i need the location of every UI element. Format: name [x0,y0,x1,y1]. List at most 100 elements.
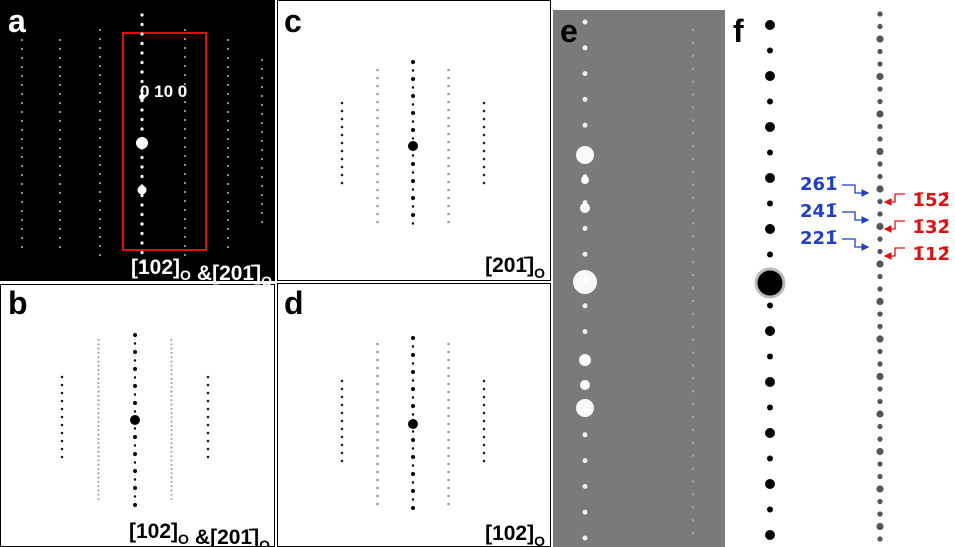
spot [411,464,415,467]
spot [447,446,450,450]
spot [261,185,263,187]
spot [170,472,173,475]
spot [97,390,100,393]
spot [133,503,137,507]
spot [261,221,263,223]
spot [691,93,695,96]
spot [140,70,144,74]
spot [582,45,588,51]
spot [21,147,23,149]
spot [21,174,23,176]
spot [340,165,344,169]
spot [376,68,379,72]
spot [447,84,450,88]
spot [340,403,344,407]
spot [691,377,695,380]
spot [340,451,344,455]
spot [170,468,173,470]
spot [376,438,379,442]
spot [411,137,415,140]
spot [133,367,137,371]
spot [170,476,173,479]
spot [411,103,415,106]
spot [767,506,773,513]
spot [691,299,695,302]
spot [877,236,883,242]
spot [767,302,773,309]
spot [582,458,588,464]
spot [408,419,418,429]
caption-join: & [195,526,210,547]
spot [376,486,379,490]
spot [170,493,173,496]
spot [97,356,100,359]
spot [411,370,415,374]
spot [482,109,486,113]
spot [877,11,883,17]
subscript: O [534,533,545,547]
spot [767,353,773,360]
spot [227,228,229,230]
index-label: 241̄ [800,201,838,222]
miller-index: [102] [485,522,534,545]
spot [582,535,588,541]
spot [877,198,883,205]
spot [184,119,186,121]
spot [60,375,64,379]
spot [877,498,883,505]
spot [482,157,486,161]
spot [447,164,450,168]
spot [691,351,695,354]
spot [765,479,775,489]
spot [691,390,695,393]
spot [261,68,263,70]
spot [447,486,450,490]
spot [877,273,883,280]
spot [21,183,23,185]
spot [170,394,173,397]
spot [582,303,588,309]
spot [582,122,588,128]
spot [340,379,344,383]
spot [376,382,379,386]
spot [411,222,415,225]
spot [691,235,695,238]
spot [447,430,450,434]
panel-label: c [284,3,302,39]
spot [765,71,775,81]
spot [876,147,884,156]
spot [482,395,486,399]
spot [411,413,415,416]
spot [877,386,883,392]
spot [97,425,100,427]
spot [59,147,61,149]
spot [133,427,137,430]
spot [227,57,229,59]
spot [99,245,101,247]
spot [877,436,883,442]
spot [97,377,100,380]
spot [97,351,100,354]
spot [170,446,173,449]
spot [21,48,23,50]
spot [447,414,450,418]
panel-label: a [8,3,26,39]
spot [765,122,775,132]
spot [184,236,186,238]
spot [447,382,450,386]
spot [59,39,61,41]
spot [447,172,450,176]
spot [691,222,695,225]
spot [376,172,379,176]
spot [579,354,591,366]
spot [140,241,144,245]
index-label: 1̄52̄ [912,190,950,211]
spot [482,173,486,177]
spot [580,380,590,390]
spot [411,498,415,501]
spot [411,162,415,166]
spot [97,437,100,440]
spot [376,462,379,466]
spot [60,391,64,395]
subscript: O [259,537,270,547]
